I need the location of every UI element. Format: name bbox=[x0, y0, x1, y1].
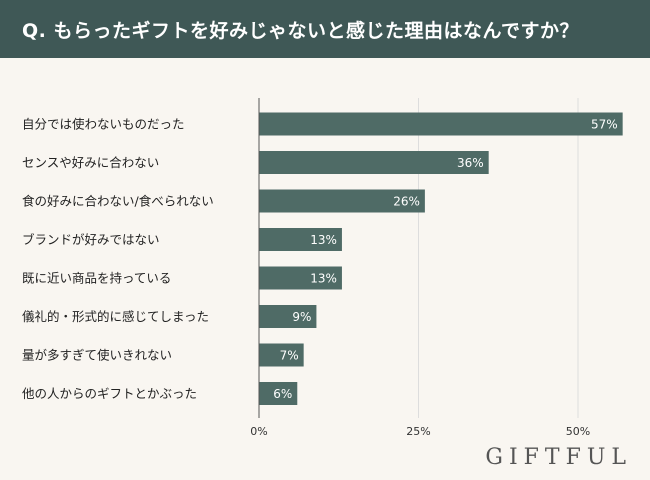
x-tick-label: 25% bbox=[406, 425, 430, 438]
bar bbox=[259, 266, 342, 290]
category-label: センスや好みに合わない bbox=[22, 155, 159, 170]
x-tick-label: 0% bbox=[250, 425, 267, 438]
giftful-logo: GIFTFUL bbox=[485, 445, 632, 470]
category-label: 食の好みに合わない/食べられない bbox=[22, 194, 214, 209]
bar bbox=[259, 151, 489, 174]
data-label: 13% bbox=[310, 272, 337, 286]
bar bbox=[259, 112, 623, 136]
bar bbox=[259, 189, 425, 213]
category-label: 量が多すぎて使いきれない bbox=[22, 348, 172, 363]
category-label: 既に近い商品を持っている bbox=[22, 271, 171, 286]
data-label: 13% bbox=[310, 233, 337, 247]
data-label: 9% bbox=[292, 310, 311, 324]
chart-title: Q. もらったギフトを好みじゃないと感じた理由はなんですか？ bbox=[22, 19, 580, 42]
bar bbox=[259, 343, 304, 367]
bar-chart: 0% 25% 50% 57% 自分では使わないものだった 36% センスや好みに合わない 26… bbox=[22, 98, 623, 438]
category-label: ブランドが好みではない bbox=[22, 232, 160, 247]
data-label: 57% bbox=[591, 118, 618, 132]
category-label: 儀礼的・形式的に感じてしまった bbox=[22, 309, 209, 324]
category-label: 他の人からのギフトとかぶった bbox=[22, 386, 197, 401]
category-label: 自分では使わないものだった bbox=[22, 117, 185, 132]
x-tick-label: 50% bbox=[566, 425, 590, 438]
header-bar: Q. もらったギフトを好みじゃないと感じた理由はなんですか？ bbox=[0, 0, 650, 58]
bar bbox=[259, 228, 342, 251]
data-label: 36% bbox=[457, 156, 484, 170]
bar bbox=[259, 382, 298, 405]
data-label: 7% bbox=[280, 349, 299, 363]
bar bbox=[259, 305, 317, 328]
data-label: 26% bbox=[393, 195, 420, 209]
data-label: 6% bbox=[273, 387, 292, 401]
